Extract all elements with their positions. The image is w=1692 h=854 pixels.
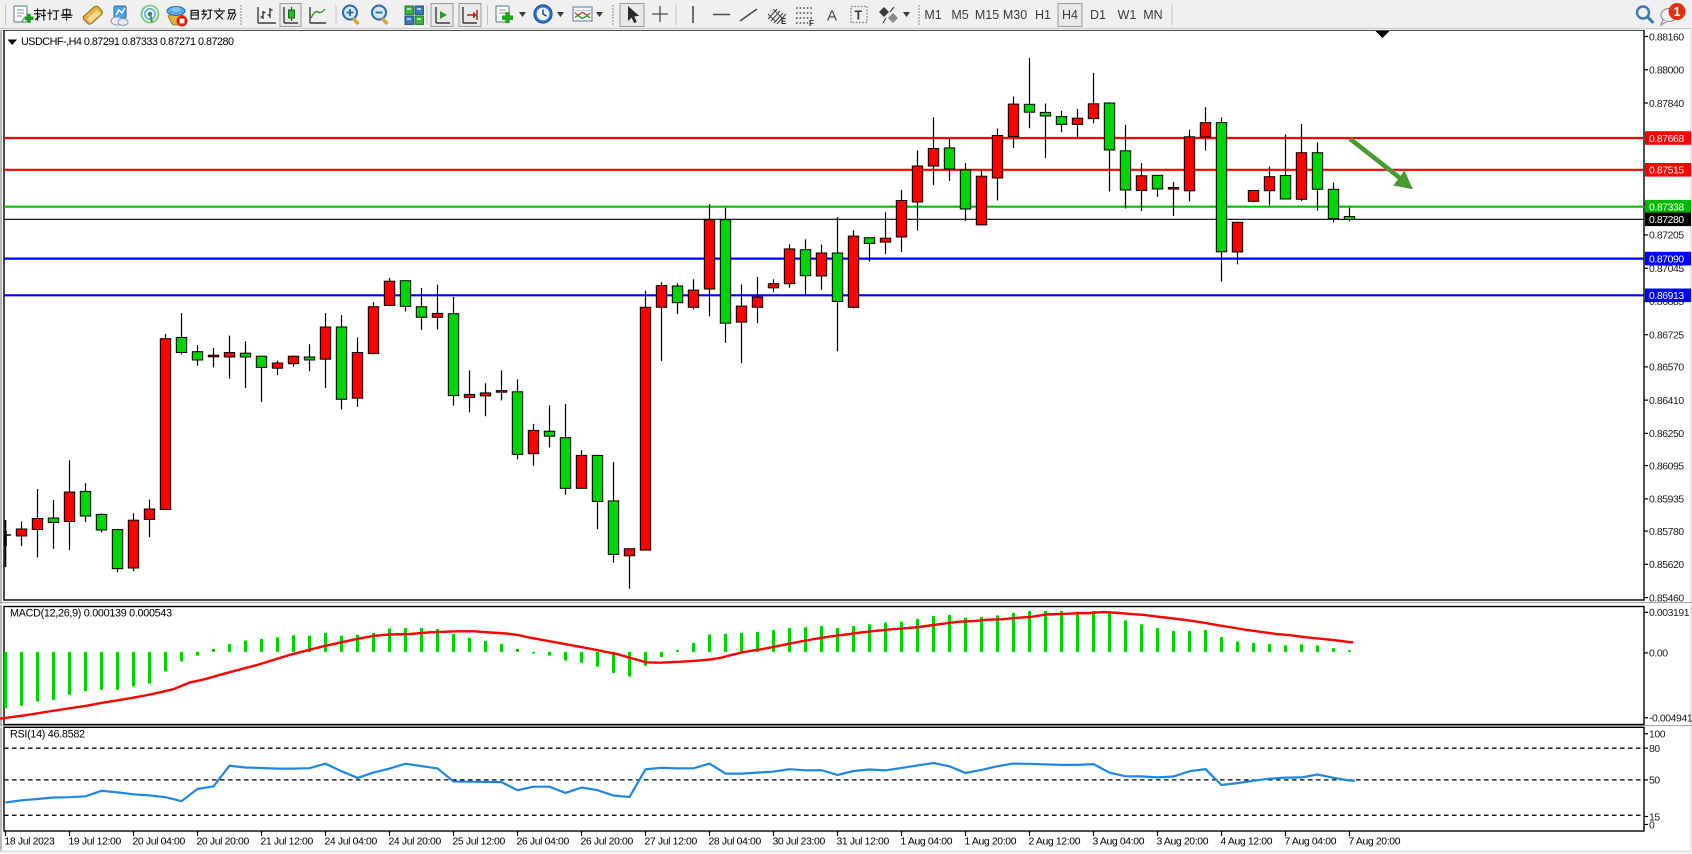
svg-text:24 Jul 04:00: 24 Jul 04:00: [325, 837, 378, 848]
svg-text:H4: H4: [1062, 8, 1078, 22]
svg-text:0.86250: 0.86250: [1649, 429, 1684, 440]
svg-text:M1: M1: [924, 8, 941, 22]
svg-text:0.87668: 0.87668: [1649, 134, 1684, 145]
svg-text:T: T: [855, 9, 863, 23]
svg-text:0.88160: 0.88160: [1649, 32, 1684, 43]
svg-text:15: 15: [1649, 812, 1660, 823]
svg-text:2 Aug 12:00: 2 Aug 12:00: [1029, 837, 1081, 848]
svg-text:E: E: [781, 17, 787, 26]
svg-text:0.85935: 0.85935: [1649, 495, 1684, 506]
svg-text:26 Jul 20:00: 26 Jul 20:00: [581, 837, 634, 848]
svg-text:0.00: 0.00: [1649, 649, 1668, 660]
svg-text:-0.004941: -0.004941: [1649, 714, 1692, 725]
svg-text:3 Aug 04:00: 3 Aug 04:00: [1093, 837, 1145, 848]
svg-text:1 Aug 04:00: 1 Aug 04:00: [901, 837, 953, 848]
svg-text:100: 100: [1649, 730, 1666, 741]
svg-text:0.87338: 0.87338: [1649, 203, 1684, 214]
svg-text:7 Aug 04:00: 7 Aug 04:00: [1285, 837, 1337, 848]
svg-text:MACD(12,26,9) 0.000139 0.00054: MACD(12,26,9) 0.000139 0.000543: [10, 608, 172, 620]
svg-text:20 Jul 20:00: 20 Jul 20:00: [197, 837, 250, 848]
svg-text:26 Jul 04:00: 26 Jul 04:00: [517, 837, 570, 848]
svg-text:0.87090: 0.87090: [1649, 254, 1684, 265]
svg-text:0.86095: 0.86095: [1649, 461, 1684, 472]
svg-text:24 Jul 20:00: 24 Jul 20:00: [389, 837, 442, 848]
svg-text:USDCHF-,H4 0.87291 0.87333 0.: USDCHF-,H4 0.87291 0.87333 0.87271 0.872…: [21, 36, 234, 48]
svg-text:27 Jul 12:00: 27 Jul 12:00: [645, 837, 698, 848]
svg-text:M5: M5: [951, 8, 968, 22]
svg-text:0.85460: 0.85460: [1649, 593, 1684, 604]
svg-text:0.87280: 0.87280: [1649, 215, 1684, 226]
svg-text:0.87515: 0.87515: [1649, 166, 1684, 177]
svg-text:0.003191: 0.003191: [1649, 608, 1690, 619]
svg-text:H1: H1: [1035, 8, 1051, 22]
svg-text:30 Jul 23:00: 30 Jul 23:00: [773, 837, 826, 848]
svg-text:28 Jul 04:00: 28 Jul 04:00: [709, 837, 762, 848]
svg-text:3 Aug 20:00: 3 Aug 20:00: [1157, 837, 1209, 848]
svg-text:0.86725: 0.86725: [1649, 330, 1684, 341]
svg-text:0.85620: 0.85620: [1649, 560, 1684, 571]
svg-text:D1: D1: [1090, 8, 1106, 22]
svg-text:25 Jul 12:00: 25 Jul 12:00: [453, 837, 506, 848]
svg-text:RSI(14) 46.8582: RSI(14) 46.8582: [10, 729, 85, 741]
svg-text:0.88000: 0.88000: [1649, 66, 1684, 77]
svg-text:80: 80: [1649, 744, 1660, 755]
svg-text:MN: MN: [1143, 8, 1162, 22]
svg-text:0.87205: 0.87205: [1649, 231, 1684, 242]
svg-text:A: A: [827, 8, 837, 25]
svg-text:18 Jul 2023: 18 Jul 2023: [5, 837, 55, 848]
svg-text:31 Jul 12:00: 31 Jul 12:00: [837, 837, 890, 848]
svg-text:0.85780: 0.85780: [1649, 527, 1684, 538]
svg-text:F: F: [809, 19, 814, 28]
svg-text:M15: M15: [975, 8, 999, 22]
svg-text:19 Jul 12:00: 19 Jul 12:00: [69, 837, 122, 848]
svg-text:0.87840: 0.87840: [1649, 99, 1684, 110]
svg-text:0.86913: 0.86913: [1649, 291, 1684, 302]
svg-text:21 Jul 12:00: 21 Jul 12:00: [261, 837, 314, 848]
svg-text:20 Jul 04:00: 20 Jul 04:00: [133, 837, 186, 848]
svg-text:7 Aug 20:00: 7 Aug 20:00: [1349, 837, 1401, 848]
svg-text:1 Aug 20:00: 1 Aug 20:00: [965, 837, 1017, 848]
svg-text:0.86570: 0.86570: [1649, 363, 1684, 374]
svg-text:M30: M30: [1003, 8, 1027, 22]
svg-text:W1: W1: [1118, 8, 1137, 22]
svg-text:4 Aug 12:00: 4 Aug 12:00: [1221, 837, 1273, 848]
svg-text:1: 1: [1674, 5, 1681, 19]
svg-text:0.86885: 0.86885: [1649, 297, 1684, 308]
svg-text:0.86410: 0.86410: [1649, 396, 1684, 407]
svg-text:0: 0: [1649, 820, 1655, 831]
svg-text:0.87045: 0.87045: [1649, 264, 1684, 275]
svg-text:50: 50: [1649, 776, 1660, 787]
